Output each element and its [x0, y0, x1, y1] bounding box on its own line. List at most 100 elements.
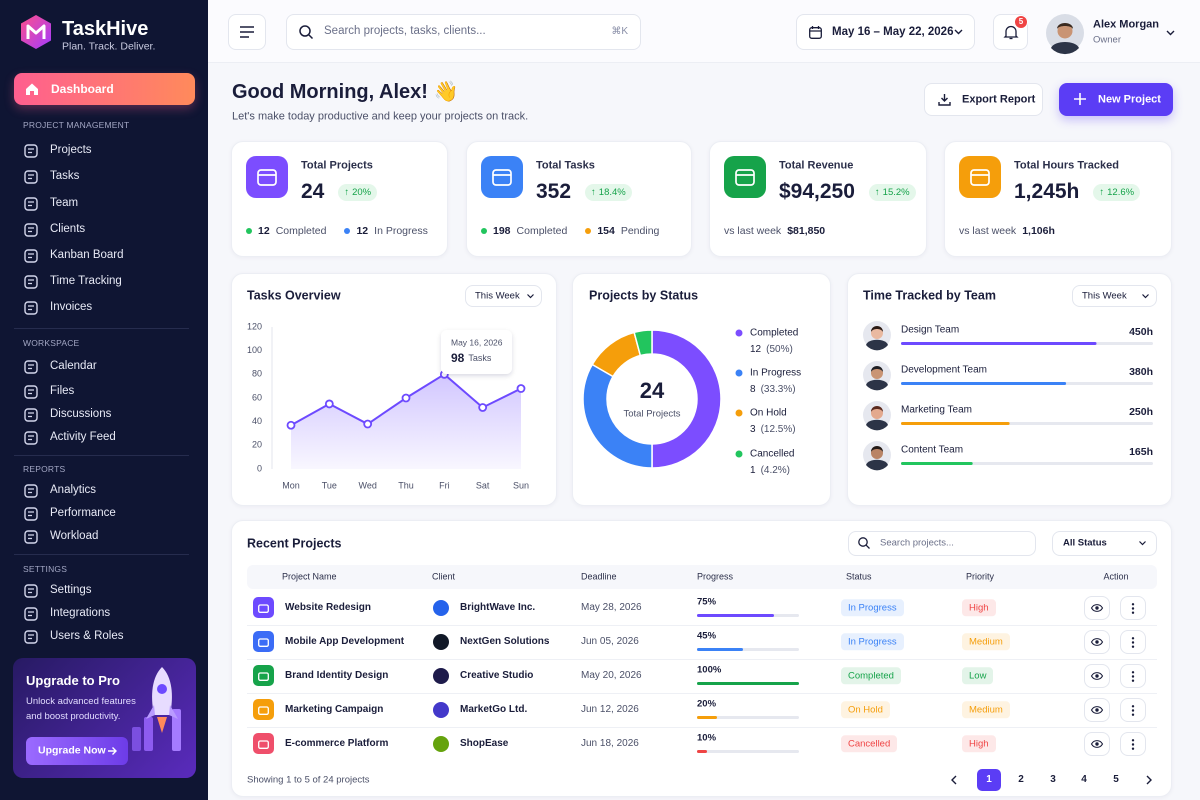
icon-part	[1090, 740, 1104, 748]
icon-part	[1095, 708, 1099, 712]
status-badge: Completed	[841, 667, 901, 685]
icon-part	[1095, 674, 1099, 678]
stat-footer: 12 Completed 12 In Progress	[246, 225, 428, 237]
stat-value-row: 352 ↑ 18.4%	[536, 180, 632, 204]
team-hours: 250h	[1129, 406, 1153, 418]
avatar-part	[871, 367, 883, 379]
nav-item-label: Users & Roles	[50, 630, 124, 643]
page-number[interactable]: 2	[1018, 774, 1024, 785]
dropdown[interactable]	[465, 285, 542, 307]
stat-icon	[959, 156, 1001, 198]
icon-part	[1131, 743, 1135, 746]
section-title: WORKSPACE	[23, 337, 80, 348]
icon-part	[24, 408, 38, 422]
date-picker[interactable]	[796, 14, 975, 50]
status-filter[interactable]	[1052, 531, 1157, 556]
client-logo	[433, 668, 449, 684]
search-box[interactable]	[286, 14, 641, 50]
nav-item-label: Activity Feed	[50, 431, 116, 444]
page-active[interactable]	[977, 769, 1001, 791]
prev-page	[951, 775, 957, 785]
team-avatar	[863, 441, 891, 471]
project-icon	[253, 733, 274, 754]
page-number[interactable]: 1	[986, 774, 992, 785]
stat-footer-value: 198	[493, 225, 511, 237]
page-number[interactable]: 4	[1081, 774, 1087, 785]
page-number[interactable]: 5	[1113, 774, 1119, 785]
stat-label: Total Revenue	[779, 159, 854, 172]
avatar-part	[871, 406, 883, 412]
chart-card	[847, 273, 1172, 506]
stat-footer-label: Completed	[516, 225, 568, 237]
brand-tagline: Plan. Track. Deliver.	[62, 40, 156, 53]
x-tick-label: Fri	[439, 480, 450, 490]
search-icon	[299, 25, 314, 40]
donut-center-value: 24	[640, 378, 665, 403]
legend-label: Completed	[750, 328, 798, 339]
icon-part	[1131, 637, 1135, 640]
stat-change-value: 20%	[352, 186, 372, 198]
sidebar-divider	[14, 328, 189, 329]
rocket-illustration	[132, 667, 181, 751]
project-icon-glyph	[258, 706, 269, 715]
stat-icon-glyph	[257, 169, 277, 186]
eye-icon	[1090, 740, 1104, 748]
avatar-part	[866, 459, 888, 471]
nav-icon	[24, 530, 38, 544]
dropdown-label: This Week	[475, 290, 520, 302]
nav-icon	[24, 144, 38, 158]
deadline: Jun 18, 2026	[581, 738, 639, 749]
icon-part	[735, 169, 755, 186]
icon-part	[258, 672, 269, 681]
nav-icon	[24, 630, 38, 644]
client-name: Creative Studio	[460, 670, 534, 681]
client-name: MarketGo Ltd.	[460, 704, 528, 715]
table-footer: Showing 1 to 5 of 24 projects	[247, 774, 370, 786]
legend-value-row: 8 (33.3%)	[750, 384, 796, 395]
brand-name: TaskHive	[62, 18, 149, 40]
dropdown[interactable]	[1072, 285, 1157, 307]
project-icon-glyph	[258, 604, 269, 613]
icon-part	[1131, 603, 1135, 606]
icon-part	[28, 148, 34, 154]
icon-part	[157, 717, 167, 733]
icon-part	[954, 29, 963, 35]
table-search[interactable]	[848, 531, 1036, 556]
y-tick-label: 100	[247, 345, 262, 355]
avatar-part	[871, 326, 883, 332]
icon-part	[24, 385, 38, 399]
point	[324, 399, 334, 409]
more-button[interactable]	[1120, 630, 1146, 654]
priority-badge: Low	[962, 667, 994, 685]
client-name: NextGen Solutions	[460, 636, 550, 647]
stat-change-value: 15.2%	[882, 186, 910, 198]
team-name: Development Team	[901, 365, 987, 376]
client-logo	[433, 634, 449, 650]
avatar-part	[871, 327, 883, 339]
icon-part	[1057, 23, 1073, 29]
icon-part	[258, 740, 269, 749]
client-name: BrightWave Inc.	[460, 602, 536, 613]
more-icon	[1131, 603, 1135, 614]
icon-part	[28, 634, 34, 640]
icon-part	[1090, 672, 1104, 680]
more-icon	[1131, 637, 1135, 648]
icon-part	[24, 484, 38, 498]
page-number[interactable]: 3	[1050, 774, 1056, 785]
icon-part	[970, 169, 990, 186]
team-hours: 380h	[1129, 366, 1153, 378]
icon-part	[108, 747, 117, 755]
stat-footer-label: Completed	[275, 225, 327, 237]
nav-item-label: Files	[50, 385, 75, 398]
priority-badge: Medium	[962, 701, 1010, 719]
greeting-title: Good Morning, Alex! 👋	[232, 81, 459, 103]
icon-part	[809, 26, 822, 32]
point	[363, 419, 373, 429]
nav-active[interactable]	[14, 73, 195, 105]
row-divider	[247, 659, 1157, 660]
icon-part	[1131, 705, 1135, 708]
avatar-part	[871, 407, 883, 419]
eye-icon	[1090, 672, 1104, 680]
stat-change: ↑ 20%	[338, 183, 378, 201]
team-avatar	[863, 361, 891, 391]
